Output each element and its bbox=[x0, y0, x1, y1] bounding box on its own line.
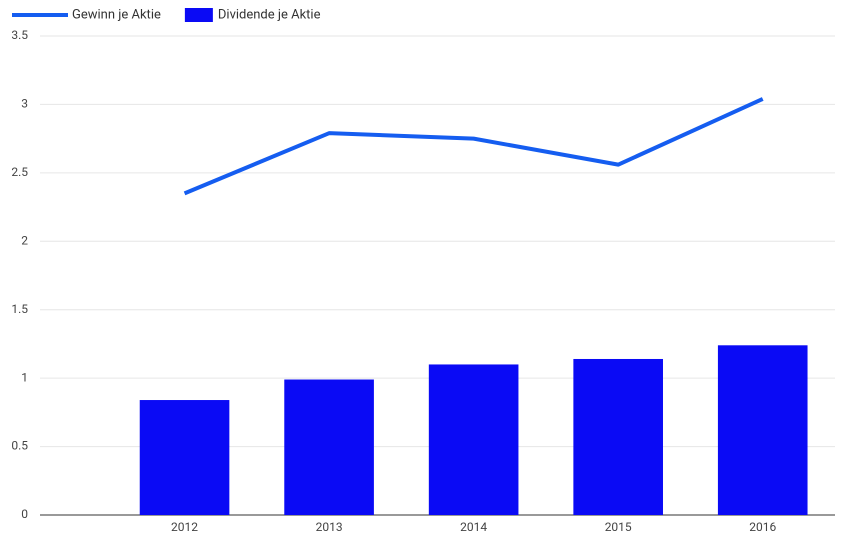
legend-swatch bbox=[184, 8, 213, 22]
y-tick-label: 3.5 bbox=[11, 28, 28, 42]
legend-item: Gewinn je Aktie bbox=[12, 7, 161, 22]
y-tick-label: 0.5 bbox=[11, 439, 28, 453]
y-tick-label: 1 bbox=[21, 370, 28, 384]
bar bbox=[717, 345, 808, 515]
bar bbox=[573, 358, 663, 515]
y-tick-label: 2 bbox=[21, 233, 28, 247]
bar bbox=[139, 400, 230, 515]
x-tick-label: 2013 bbox=[316, 520, 343, 534]
y-tick-label: 1.5 bbox=[11, 302, 28, 316]
y-tick-label: 2.5 bbox=[11, 165, 28, 179]
legend-label: Dividende je Aktie bbox=[218, 7, 321, 22]
legend-item: Dividende je Aktie bbox=[184, 7, 321, 22]
bar bbox=[428, 364, 519, 515]
x-tick-label: 2014 bbox=[460, 520, 487, 534]
bar bbox=[284, 379, 374, 515]
line bbox=[183, 97, 764, 196]
x-tick-label: 2016 bbox=[749, 520, 776, 534]
x-tick-label: 2015 bbox=[605, 520, 632, 534]
legend: Gewinn je Aktie Dividende je Aktie bbox=[12, 7, 321, 22]
legend-label: Gewinn je Aktie bbox=[72, 7, 161, 22]
y-tick-label: 0 bbox=[21, 507, 28, 521]
x-tick-label: 2012 bbox=[171, 520, 198, 534]
y-tick-label: 3 bbox=[21, 97, 28, 111]
